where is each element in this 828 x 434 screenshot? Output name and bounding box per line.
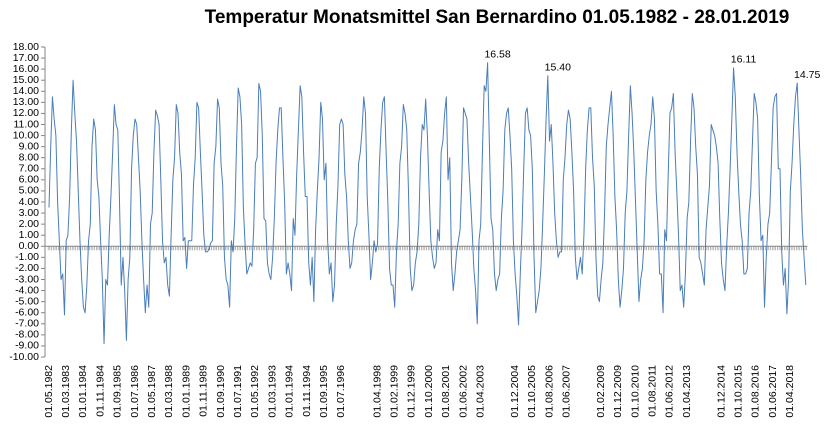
x-tick-label: 01.07.1991 [232, 365, 244, 418]
y-tick-label: 12.00 [13, 107, 39, 119]
x-tick-label: 01.10.2005 [526, 365, 538, 418]
y-tick-label: 9.00 [19, 140, 40, 152]
y-tick-label: -9.00 [15, 340, 39, 352]
x-tick-label: 01.03.1983 [60, 365, 72, 418]
y-tick-label: 18.00 [13, 41, 39, 53]
x-tick-label: 01.10.2015 [733, 365, 745, 418]
x-tick-label: 01.07.1996 [335, 365, 347, 418]
y-tick-label: 17.00 [13, 52, 39, 64]
x-tick-label: 01.01.1994 [284, 365, 296, 418]
x-tick-label: 01.02.2009 [595, 365, 607, 418]
y-tick-label: 13.00 [13, 96, 39, 108]
y-tick-label: 11.00 [14, 118, 40, 130]
x-tick-label: 01.05.1987 [146, 365, 158, 418]
x-tick-label: 01.04.1998 [371, 365, 383, 418]
x-tick-label: 01.06.2002 [457, 365, 469, 418]
data-label: 16.58 [484, 49, 510, 61]
x-tick-label: 01.10.2000 [423, 365, 435, 418]
x-tick-label: 01.11.1984 [94, 365, 106, 417]
x-tick-label: 01.04.2013 [681, 365, 693, 418]
y-tick-label: 5.00 [19, 185, 40, 197]
x-tick-label: 01.08.2011 [647, 365, 659, 417]
x-tick-label: 01.12.2014 [715, 365, 727, 418]
y-tick-label: -1.00 [15, 251, 39, 263]
x-tick-label: 01.04.2003 [475, 365, 487, 418]
x-tick-label: 01.11.1989 [198, 365, 210, 417]
y-tick-label: -2.00 [15, 262, 39, 274]
y-tick-label: 14.00 [13, 85, 39, 97]
x-tick-label: 01.06.2007 [561, 365, 573, 418]
x-tick-label: 01.02.1999 [389, 365, 401, 418]
x-tick-label: 01.09.1995 [318, 365, 330, 418]
y-tick-label: 3.00 [19, 207, 40, 219]
x-tick-label: 01.07.1986 [129, 365, 141, 418]
x-tick-label: 01.11.1994 [301, 365, 313, 417]
y-tick-label: 8.00 [19, 151, 40, 163]
data-label: 14.75 [794, 69, 820, 81]
x-tick-label: 01.12.1999 [406, 365, 418, 418]
y-tick-label: 15.00 [13, 74, 39, 86]
x-tick-label: 01.08.2016 [750, 365, 762, 418]
x-tick-label: 01.06.2012 [664, 365, 676, 418]
x-tick-label: 01.10.2010 [629, 365, 641, 418]
x-tick-label: 01.12.2009 [612, 365, 624, 418]
x-tick-label: 01.03.1988 [163, 365, 175, 418]
x-tick-label: 01.04.2018 [784, 365, 796, 418]
y-tick-label: 6.00 [19, 174, 40, 186]
y-tick-label: 2.00 [19, 218, 40, 230]
x-tick-label: 01.05.1982 [43, 365, 55, 418]
x-tick-label: 01.03.1993 [266, 365, 278, 418]
x-tick-label: 01.05.1992 [249, 365, 261, 418]
y-tick-label: -10.00 [9, 351, 39, 363]
data-label: 16.11 [731, 54, 757, 66]
y-tick-label: -4.00 [15, 284, 39, 296]
data-line [48, 62, 807, 345]
x-tick-label: 01.09.1985 [112, 365, 124, 418]
y-tick-label: 0.00 [19, 240, 40, 252]
chart-title: Temperatur Monatsmittel San Bernardino 0… [205, 7, 790, 28]
x-tick-label: 01.08.2001 [440, 365, 452, 418]
y-tick-label: 4.00 [19, 196, 40, 208]
x-axis-ticks [47, 246, 807, 251]
x-tick-label: 01.06.2017 [767, 365, 779, 418]
y-tick-label: -7.00 [15, 318, 39, 330]
x-tick-label: 01.01.1989 [180, 365, 192, 418]
y-tick-label: 1.00 [19, 229, 40, 241]
y-tick-label: -5.00 [15, 295, 39, 307]
y-tick-label: 16.00 [13, 63, 39, 75]
x-tick-label: 01.12.2004 [509, 365, 521, 418]
y-tick-label: -3.00 [15, 273, 39, 285]
y-tick-label: -8.00 [15, 329, 39, 341]
data-label: 15.40 [545, 62, 571, 74]
y-tick-label: 10.00 [13, 129, 39, 141]
x-tick-label: 01.08.2006 [543, 365, 555, 418]
x-tick-label: 01.01.1984 [77, 365, 89, 418]
y-tick-label: -6.00 [15, 306, 39, 318]
x-tick-label: 01.09.1990 [215, 365, 227, 418]
y-tick-label: 7.00 [19, 163, 40, 175]
